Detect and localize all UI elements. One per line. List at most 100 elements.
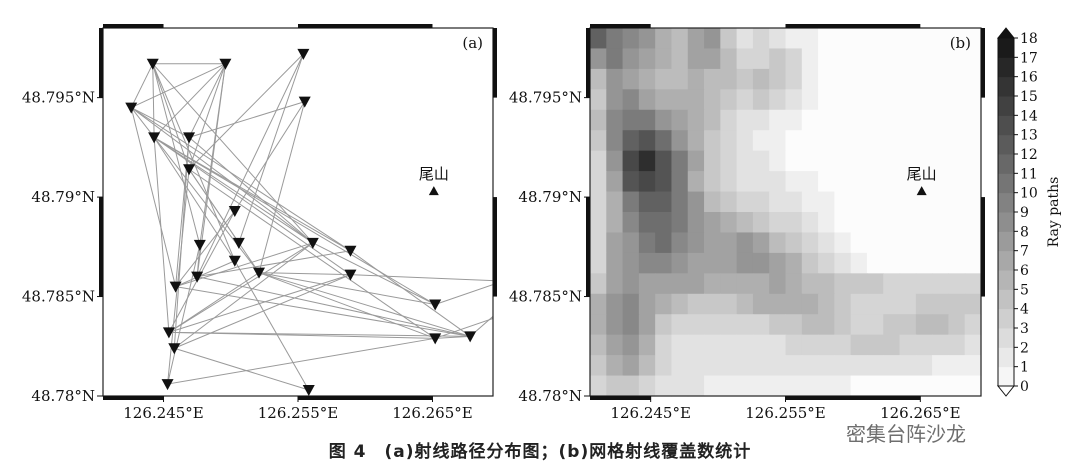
heatmap-cell xyxy=(622,212,640,234)
ray-path xyxy=(167,244,201,385)
ray-path xyxy=(258,272,351,276)
heatmap-cell xyxy=(899,150,917,172)
heatmap-cell xyxy=(785,334,803,356)
ray-path xyxy=(197,250,351,278)
heatmap-cell xyxy=(818,212,835,234)
heatmap-cell xyxy=(899,273,917,295)
heatmap-cell xyxy=(785,252,803,274)
ray-path xyxy=(168,331,471,337)
heatmap-cell xyxy=(687,293,705,315)
heatmap-cell xyxy=(736,191,754,213)
ray-path xyxy=(258,272,471,337)
station-triangle-icon xyxy=(429,333,442,345)
ray-path xyxy=(152,63,314,244)
colorbar-segment xyxy=(998,115,1014,136)
heatmap-cell xyxy=(769,28,787,50)
heatmap-cell xyxy=(785,109,803,131)
ray-path xyxy=(188,53,304,170)
heatmap-cell xyxy=(899,232,917,254)
heatmap-cell xyxy=(752,375,770,397)
ray-path xyxy=(196,53,304,277)
ray-path xyxy=(174,274,351,349)
heatmap-cell xyxy=(655,109,673,131)
heatmap-cell xyxy=(769,171,787,193)
heatmap-cell xyxy=(866,355,884,377)
station-triangle-icon xyxy=(228,206,241,218)
heatmap-cell xyxy=(622,293,640,315)
heatmap-cell xyxy=(866,293,884,315)
heatmap-cell xyxy=(899,48,917,70)
heatmap-cell xyxy=(915,171,933,193)
heatmap-cell xyxy=(834,293,852,315)
heatmap-cell xyxy=(638,68,656,90)
heatmap-cell xyxy=(655,293,673,315)
station-triangle-icon xyxy=(298,96,311,108)
heatmap-cell xyxy=(736,375,754,397)
heatmap-cell xyxy=(948,232,966,254)
heatmap-cell xyxy=(655,28,673,50)
heatmap-cell xyxy=(752,28,770,50)
heatmap-cell xyxy=(720,28,738,50)
heatmap-cell xyxy=(606,28,624,50)
heatmap-cell xyxy=(752,89,770,111)
heatmap-cell xyxy=(883,232,901,254)
heatmap-cell xyxy=(883,273,901,295)
heatmap-cell xyxy=(932,28,950,50)
ray-path xyxy=(131,63,226,109)
heatmap-cell xyxy=(655,150,673,172)
landmark-triangle-icon xyxy=(428,186,439,196)
heatmap-cell xyxy=(590,314,607,336)
heatmap-cell xyxy=(655,212,673,234)
heatmap-cell xyxy=(736,150,754,172)
heatmap-cell xyxy=(883,314,901,336)
heatmap-cell xyxy=(964,293,982,315)
heatmap-cell xyxy=(687,212,705,234)
heatmap-cell xyxy=(606,150,624,172)
heatmap-cell xyxy=(932,212,950,234)
frame-bar-right xyxy=(493,28,497,98)
heatmap-cell xyxy=(704,293,721,315)
y-tick-label: 48.78°N xyxy=(518,387,582,405)
heatmap-cell xyxy=(638,150,656,172)
heatmap-cell xyxy=(655,314,673,336)
heatmap-cell xyxy=(655,232,673,254)
heatmap-cell xyxy=(606,232,624,254)
heatmap-cell xyxy=(590,212,607,234)
colorbar-tick-label: 2 xyxy=(1020,340,1029,356)
colorbar-segment xyxy=(998,212,1014,232)
heatmap-cell xyxy=(638,355,656,377)
heatmap-cell xyxy=(899,68,917,90)
heatmap-cell xyxy=(736,293,754,315)
ray-path xyxy=(258,272,436,339)
heatmap-cell xyxy=(622,109,640,131)
ray-path xyxy=(435,317,493,339)
heatmap-cell xyxy=(590,293,607,315)
heatmap-cell xyxy=(590,191,607,213)
heatmap-cell xyxy=(964,375,982,397)
heatmap-cell xyxy=(671,48,689,70)
heatmap-cell xyxy=(752,314,770,336)
heatmap-cell xyxy=(866,212,884,234)
heatmap-cell xyxy=(590,28,607,50)
heatmap-cell xyxy=(752,171,770,193)
heatmap-cell xyxy=(622,355,640,377)
heatmap-cell xyxy=(899,191,917,213)
station-triangle-icon xyxy=(148,132,161,144)
ray-path xyxy=(188,137,314,244)
heatmap-cell xyxy=(883,171,901,193)
ray-path-layer xyxy=(130,53,493,391)
heatmap-cell xyxy=(834,355,852,377)
heatmap-cell xyxy=(704,252,721,274)
heatmap-cell xyxy=(736,130,754,152)
heatmap-cell xyxy=(785,150,803,172)
heatmap-cell xyxy=(606,191,624,213)
colorbar-segment xyxy=(998,250,1014,271)
heatmap-cell xyxy=(834,334,852,356)
colorbar-segment xyxy=(998,270,1014,290)
heatmap-cell xyxy=(948,48,966,70)
colorbar-max-arrow-icon xyxy=(996,27,1016,39)
heatmap-cell xyxy=(932,68,950,90)
colorbar-tick-label: 11 xyxy=(1020,166,1038,182)
heatmap-cell xyxy=(785,212,803,234)
landmark-label: 尾山 xyxy=(907,165,937,183)
